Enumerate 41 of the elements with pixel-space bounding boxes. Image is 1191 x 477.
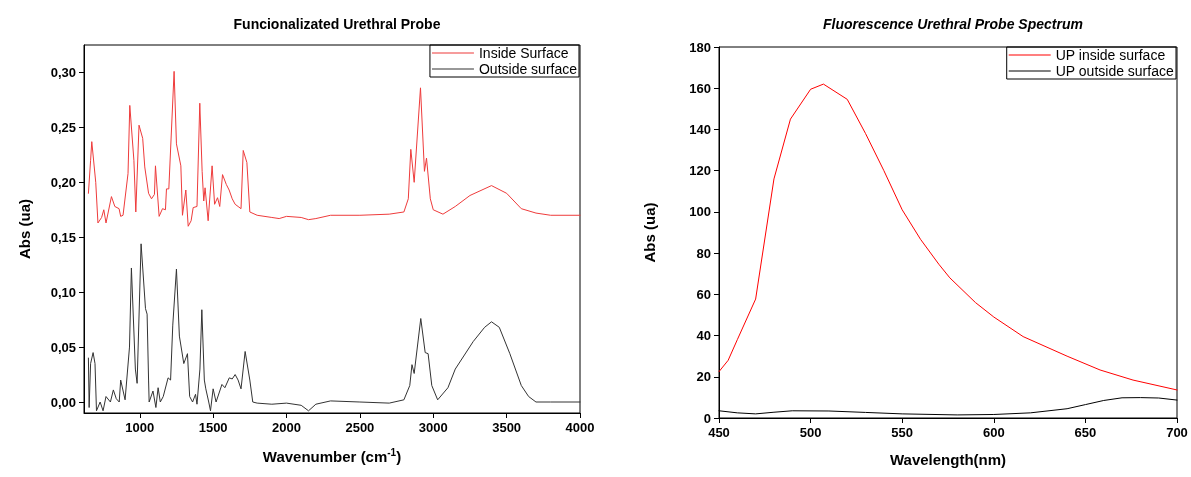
x-tick-label: 600 [982, 425, 1005, 440]
x-tick-label: 3000 [418, 420, 448, 435]
chart-title: Fluorescence Urethral Probe Spectrum [823, 16, 1083, 32]
x-tick-label: 2500 [345, 420, 375, 435]
y-tick-label: 20 [696, 369, 711, 385]
legend-label: Inside Surface [478, 45, 569, 61]
x-tick-label: 650 [1074, 425, 1097, 440]
y-axis-title: Abs (ua) [16, 199, 33, 259]
x-tick-label: 1500 [198, 420, 228, 435]
y-tick-label: 100 [689, 204, 711, 220]
legend-label: UP outside surface [1055, 63, 1174, 79]
x-tick-label: 4000 [565, 420, 595, 435]
y-tick-label: 0,15 [50, 229, 76, 245]
y-tick-label: 180 [689, 39, 711, 55]
y-tick-label: 0,20 [50, 174, 76, 190]
chart-title: Funcionalizated Urethral Probe [233, 16, 441, 32]
y-axis-title: Abs (ua) [641, 202, 658, 263]
line-series [718, 83, 1178, 391]
x-tick-label: 2000 [272, 420, 301, 435]
y-tick-label: 0,05 [50, 339, 76, 355]
y-tick-label: 0,10 [50, 284, 76, 300]
x-tick-label: 3500 [492, 420, 522, 435]
x-tick-label: 700 [1166, 425, 1188, 440]
x-tick-label: 550 [891, 425, 914, 440]
y-tick-label: 140 [689, 121, 711, 137]
line-series [87, 243, 581, 412]
y-tick-label: 160 [689, 80, 711, 96]
y-tick-label: 120 [689, 163, 711, 179]
y-tick-label: 0,00 [50, 394, 76, 410]
y-tick-label: 80 [696, 245, 711, 261]
y-tick-label: 0,25 [50, 119, 76, 135]
x-tick-label: 500 [799, 425, 822, 440]
x-tick-label: 1000 [125, 420, 155, 435]
legend-label: Outside surface [478, 61, 578, 77]
y-tick-label: 0,30 [50, 64, 76, 80]
y-tick-label: 40 [696, 328, 711, 344]
legend-label: UP inside surface [1055, 47, 1166, 63]
x-axis-title: Wavelength(nm) [889, 451, 1007, 468]
y-tick-label: 60 [696, 286, 711, 302]
y-tick-label: 0 [703, 410, 711, 426]
x-tick-label: 450 [708, 425, 730, 440]
